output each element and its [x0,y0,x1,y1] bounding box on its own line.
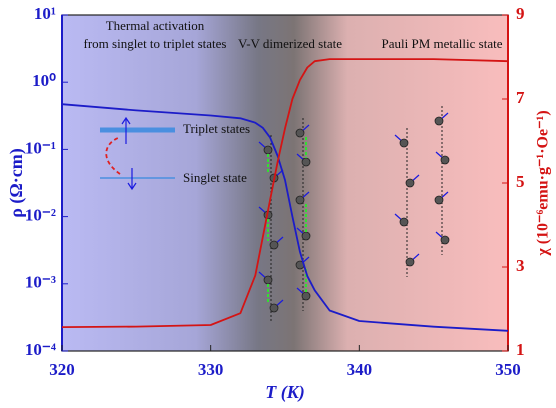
spin-up [121,116,131,144]
y-tick-label: 10⁻¹ [25,138,56,157]
x-tick-label: 330 [198,360,224,379]
annotation: V-V dimerized state [238,36,342,51]
annotation: Singlet state [183,170,247,185]
annotation: Triplet states [183,121,250,136]
x-tick-label: 340 [347,360,373,379]
y2-axis-label: χ (10⁻⁶emu·g⁻¹·Oe⁻¹) [535,110,552,256]
atom [269,303,279,313]
atom [399,217,409,227]
y-axis-label: ρ (Ω·cm) [6,148,27,218]
atom [399,138,409,148]
excitation-arrow [105,137,121,175]
y-tick-label: 10⁻⁴ [25,340,56,359]
annotation: from singlet to triplet states [84,36,227,51]
y2-tick-label: 3 [516,256,525,275]
atom [295,195,305,205]
annotation: Pauli PM metallic state [382,36,503,51]
atom [263,145,273,155]
atom [295,128,305,138]
y-tick-label: 10¹ [34,4,56,23]
spin-down [127,168,137,191]
y2-tick-label: 7 [516,88,525,107]
atom [301,291,311,301]
atom [405,178,415,188]
annotation: Thermal activation [106,18,205,33]
y2-tick-label: 1 [516,340,525,359]
y-tick-label: 10⁻³ [25,273,56,292]
atom [440,155,450,165]
x-tick-label: 320 [49,360,75,379]
atom [434,195,444,205]
atom [405,257,415,267]
y-tick-label: 10⁻² [25,206,56,225]
schematic [100,106,450,323]
y-tick-label: 10⁰ [32,71,56,90]
atom [263,275,273,285]
data-line [61,58,509,328]
atom [440,235,450,245]
y2-tick-label: 5 [516,172,525,191]
x-tick-label: 350 [495,360,521,379]
data-line [61,103,509,332]
atom [434,116,444,126]
atom [269,240,279,250]
atom [301,157,311,167]
y2-tick-label: 9 [516,4,525,23]
x-axis-label: T (K) [265,382,305,403]
atom [301,231,311,241]
